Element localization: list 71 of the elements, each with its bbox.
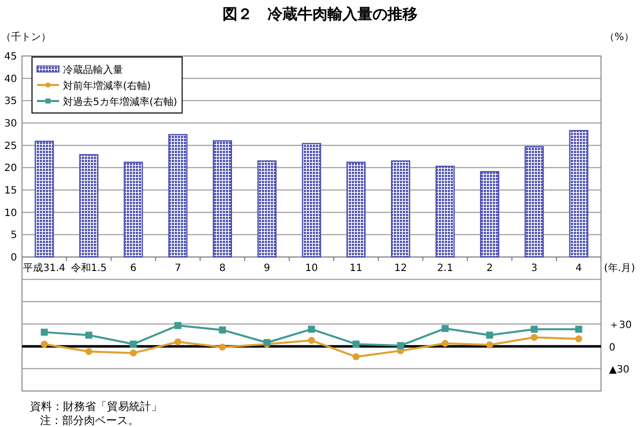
point <box>486 332 494 339</box>
point <box>575 326 582 333</box>
point <box>85 332 92 339</box>
bar <box>302 142 322 258</box>
legend-label: 冷蔵品輸入量 <box>63 64 123 76</box>
x-tick-label: 3 <box>531 263 538 274</box>
bar <box>569 130 588 258</box>
point <box>130 340 137 348</box>
y-axis-title: （千トン） <box>1 31 51 43</box>
point <box>486 341 494 348</box>
chart-title: 図２ 冷蔵牛肉輸入量の推移 <box>222 5 418 23</box>
legend-label: 対前年増減率(右軸) <box>63 80 151 92</box>
x-tick-label: 9 <box>264 263 270 274</box>
y2-tick-label: 0 <box>609 342 616 354</box>
point <box>442 324 449 332</box>
bar <box>480 171 500 258</box>
x-tick-label: 4 <box>576 263 582 274</box>
point <box>85 348 92 356</box>
point <box>442 340 449 347</box>
bar <box>34 140 54 258</box>
point <box>352 353 360 360</box>
point <box>308 336 315 344</box>
y-tick-label: 30 <box>4 118 17 130</box>
bar <box>346 162 366 258</box>
bar <box>257 160 277 258</box>
y2-axis-title: （%） <box>604 32 634 43</box>
point <box>218 326 226 334</box>
y-tick-label: 35 <box>4 96 17 108</box>
point <box>218 344 226 351</box>
y-tick-label: 5 <box>10 230 17 242</box>
text: 注：部分肉ベース。 <box>40 414 139 427</box>
point <box>530 326 538 333</box>
x-tick-label: 2 <box>486 263 493 274</box>
x-tick-label: 7 <box>174 263 182 274</box>
y-tick-label: 45 <box>4 52 17 62</box>
point <box>130 350 137 357</box>
x-axis-title: (年.月) <box>604 262 636 274</box>
x-tick-label: 平成31.4 <box>23 262 66 274</box>
x-tick-label: 10 <box>305 263 318 274</box>
point <box>174 338 182 346</box>
y-tick-label: 25 <box>4 140 17 152</box>
text: 資料：財務省「貿易統計」 <box>30 400 162 413</box>
bar <box>168 134 188 258</box>
bar <box>436 166 455 258</box>
bar <box>79 154 98 258</box>
y2-tick-label: ＋30 <box>609 320 632 331</box>
x-tick-label: 12 <box>394 263 407 274</box>
legend-label: 対過去5カ年増減率(右軸) <box>63 96 178 108</box>
x-tick-label: 8 <box>219 263 226 274</box>
y2-tick-label: ▲30 <box>609 364 630 376</box>
y-tick-label: 0 <box>10 252 17 264</box>
x-tick-label: 2.1 <box>437 263 454 274</box>
point <box>575 335 582 342</box>
y-tick-label: 20 <box>4 163 17 174</box>
point <box>174 322 182 329</box>
x-tick-label: 令和1.5 <box>70 262 107 274</box>
point <box>308 326 315 333</box>
x-tick-label: 6 <box>130 263 137 274</box>
point <box>530 334 538 341</box>
x-tick-label: 11 <box>350 263 362 274</box>
bar <box>524 146 544 258</box>
point <box>397 342 404 350</box>
point <box>40 328 48 336</box>
y-tick-label: 10 <box>4 208 17 219</box>
bar <box>124 162 143 258</box>
y-tick-label: 15 <box>4 186 17 196</box>
bar <box>390 160 410 258</box>
y-tick-label: 40 <box>4 74 17 85</box>
point <box>40 340 48 348</box>
bar <box>212 140 232 258</box>
point <box>352 340 360 348</box>
